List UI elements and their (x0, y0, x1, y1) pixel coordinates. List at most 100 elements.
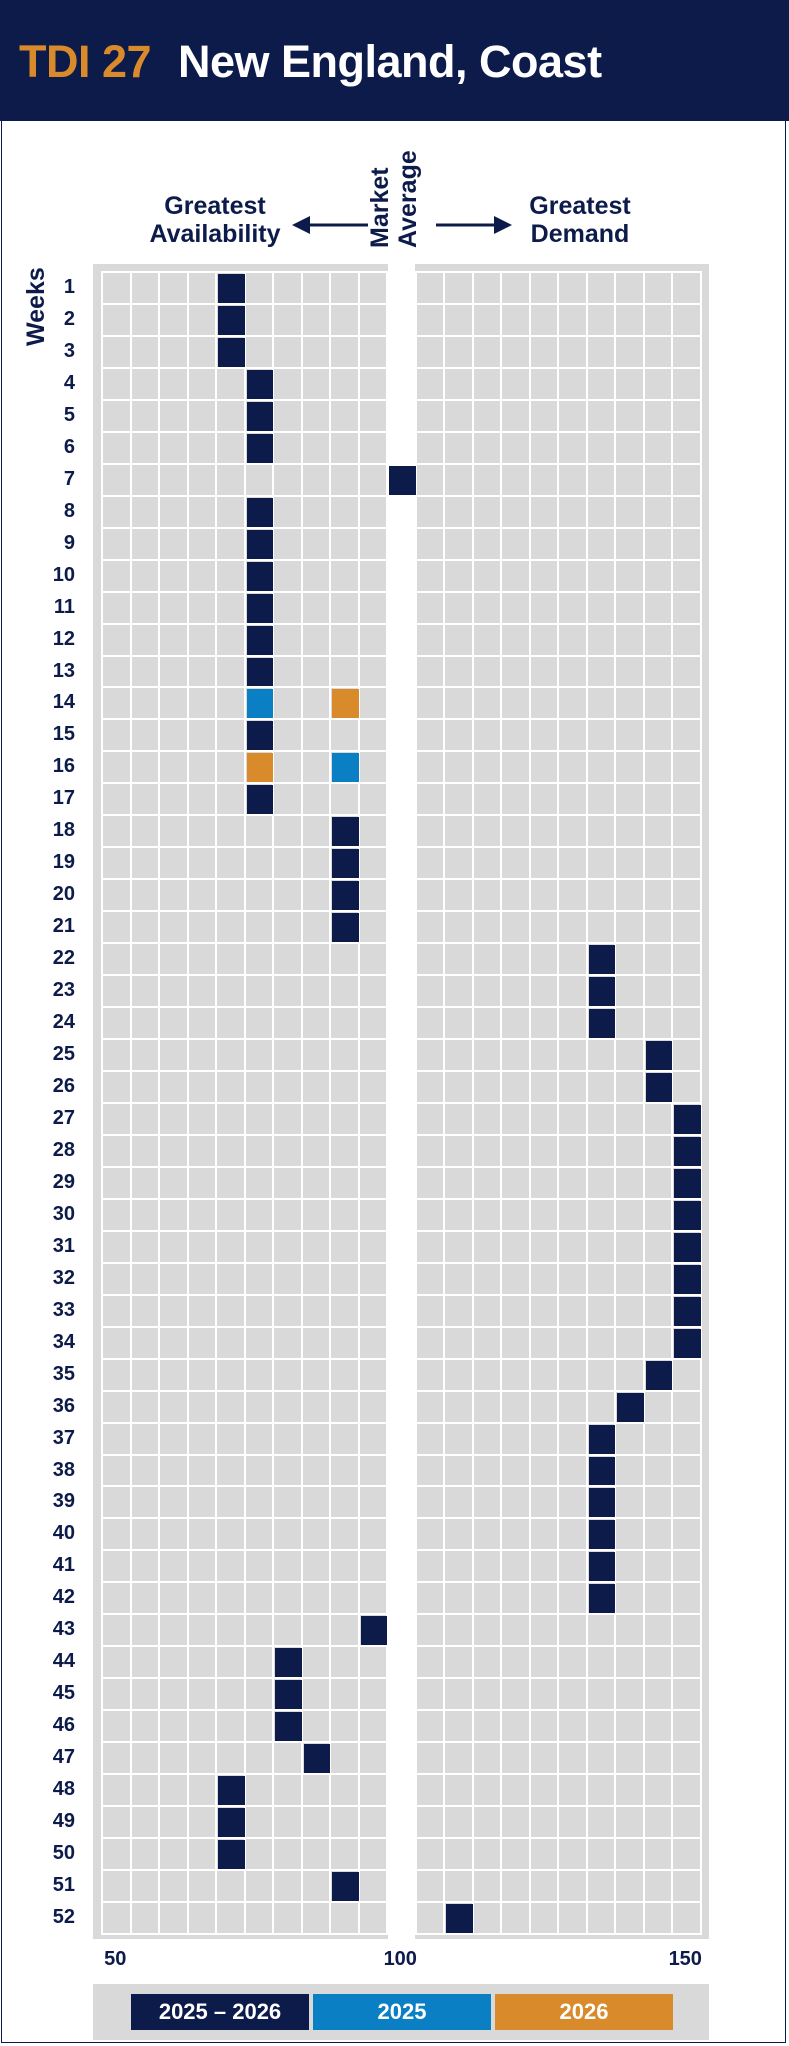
grid-cell (300, 1038, 331, 1072)
grid-cell (471, 526, 502, 561)
grid-cell (129, 430, 160, 465)
grid-cell (500, 1357, 531, 1392)
grid-cell (557, 1165, 588, 1200)
grid-cell (557, 1229, 588, 1264)
grid-cell (500, 590, 531, 625)
grid-cell (614, 1900, 645, 1935)
grid-cell (471, 718, 502, 753)
grid-cell (215, 1900, 246, 1935)
grid-cell (671, 1900, 702, 1935)
grid-cell (158, 1613, 189, 1648)
grid-cell (528, 398, 559, 433)
grid-cell (471, 622, 502, 657)
grid-cell (329, 271, 360, 305)
grid-cell (357, 782, 388, 817)
grid-cell (500, 1453, 531, 1488)
grid-cell (101, 558, 132, 593)
grid-cell (357, 846, 388, 881)
grid-cell (614, 1549, 645, 1584)
grid-cell (614, 1773, 645, 1808)
grid-cell (158, 430, 189, 465)
grid-cell (101, 366, 132, 401)
grid-cell (357, 334, 388, 369)
grid-cell (357, 1421, 388, 1456)
grid-cell (186, 430, 217, 465)
grid-cell (300, 1070, 331, 1104)
grid-cell (443, 942, 474, 977)
grid-cell (129, 558, 160, 593)
grid-cell (243, 846, 274, 881)
grid-cell (300, 1293, 331, 1328)
grid-cell (614, 558, 645, 593)
grid-cell (557, 1038, 588, 1072)
grid-cell (614, 942, 645, 977)
grid-cell (500, 1070, 531, 1104)
grid-cell (101, 1038, 132, 1072)
grid-cell (528, 1421, 559, 1456)
grid-cell (158, 686, 189, 721)
grid-cell (186, 1900, 217, 1935)
grid-cell (500, 654, 531, 689)
week-mark (332, 1872, 359, 1901)
grid-cell (471, 814, 502, 849)
grid-cell (443, 1229, 474, 1264)
grid-cell (671, 1869, 702, 1903)
grid-cell (414, 1485, 445, 1520)
grid-cell (528, 942, 559, 977)
grid-cell (186, 302, 217, 337)
grid-cell (528, 1261, 559, 1296)
grid-cell (101, 1421, 132, 1456)
grid-cell (357, 398, 388, 433)
week-mark (218, 305, 245, 335)
grid-cell (215, 558, 246, 593)
grid-cell (158, 654, 189, 689)
legend-item: 2025 – 2026 (131, 1994, 309, 2030)
chart-frame (1, 121, 786, 2043)
grid-cell (272, 1293, 303, 1328)
grid-cell (300, 1229, 331, 1264)
grid-cell (671, 942, 702, 977)
grid-cell (329, 398, 360, 433)
grid-cell (101, 302, 132, 337)
grid-cell (500, 1869, 531, 1903)
week-label: 14 (52, 691, 75, 714)
grid-cell (186, 494, 217, 529)
grid-cell (585, 1038, 616, 1072)
grid-cell (414, 1773, 445, 1808)
grid-cell (642, 1133, 673, 1168)
week-mark (588, 1552, 615, 1582)
grid-cell (414, 910, 445, 945)
grid-cell (300, 590, 331, 625)
grid-cell (642, 1485, 673, 1520)
grid-cell (557, 334, 588, 369)
grid-cell (101, 814, 132, 849)
grid-cell (414, 1261, 445, 1296)
grid-cell (614, 1581, 645, 1616)
grid-cell (101, 910, 132, 945)
grid-cell (614, 1709, 645, 1744)
grid-cell (414, 622, 445, 657)
grid-cell (129, 1741, 160, 1776)
grid-cell (272, 590, 303, 625)
grid-cell (129, 526, 160, 561)
grid-cell (528, 1581, 559, 1616)
grid-cell (443, 654, 474, 689)
grid-cell (215, 974, 246, 1009)
week-mark (246, 593, 273, 623)
grid-cell (471, 1389, 502, 1424)
week-mark (446, 1903, 473, 1933)
grid-cell (215, 462, 246, 497)
grid-cell (300, 1549, 331, 1584)
grid-cell (585, 910, 616, 945)
grid-cell (129, 1229, 160, 1264)
grid-cell (443, 718, 474, 753)
grid-cell (443, 1869, 474, 1903)
grid-cell (186, 1101, 217, 1136)
grid-cell (243, 1453, 274, 1488)
grid-cell (443, 1741, 474, 1776)
grid-cell (528, 1101, 559, 1136)
grid-cell (300, 622, 331, 657)
grid-cell (585, 1709, 616, 1744)
grid-cell (614, 1229, 645, 1264)
grid-cell (471, 878, 502, 913)
